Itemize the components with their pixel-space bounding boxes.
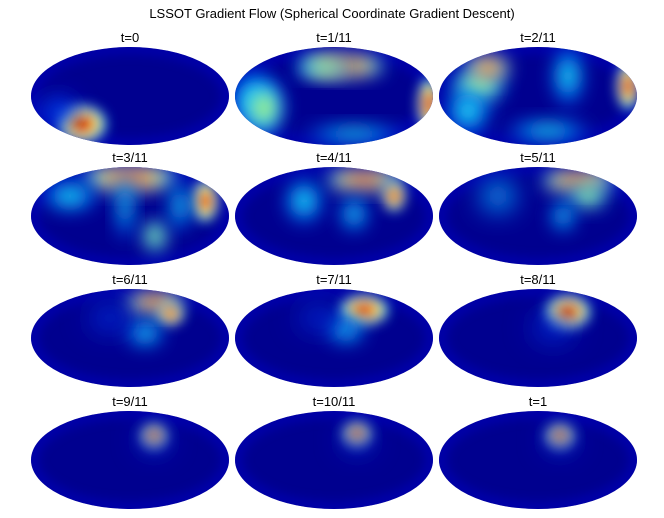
density-blob (498, 119, 598, 143)
density-blob (566, 182, 610, 210)
density-blob (289, 300, 349, 336)
mollweide-map (439, 289, 637, 387)
density-blob (466, 54, 510, 82)
panel: t=6/11 (30, 272, 230, 390)
density-blob (141, 218, 169, 254)
map-background (439, 167, 637, 265)
panel: t=9/11 (30, 394, 230, 512)
panel: t=5/11 (438, 150, 638, 268)
panel-label: t=8/11 (520, 272, 556, 287)
density-blob (476, 176, 520, 216)
mollweide-map (235, 411, 433, 509)
panel-label: t=6/11 (112, 272, 148, 287)
density-blob (550, 47, 586, 111)
mollweide-map (31, 47, 229, 145)
panel-label: t=0 (120, 30, 140, 45)
density-blob (31, 86, 88, 136)
panel: t=1 (438, 394, 638, 512)
map-background (439, 411, 637, 509)
density-blob (324, 168, 404, 192)
map-background (31, 411, 229, 509)
panel: t=4/11 (234, 150, 434, 268)
density-blob (38, 178, 102, 214)
mollweide-map (439, 47, 637, 145)
panel-label: t=7/11 (316, 272, 352, 287)
density-blob (80, 298, 140, 338)
panel: t=10/11 (234, 394, 434, 512)
density-blob (538, 422, 582, 458)
density-blob (191, 179, 219, 223)
panel: t=7/11 (234, 272, 434, 390)
density-blob (523, 308, 583, 348)
panel-label: t=5/11 (520, 150, 556, 165)
mollweide-map (235, 289, 433, 387)
panel: t=3/11 (30, 150, 230, 268)
panel: t=8/11 (438, 272, 638, 390)
panel-label: t=9/11 (112, 394, 148, 409)
density-blob (294, 124, 414, 144)
density-blob (382, 180, 406, 212)
panel: t=0 (30, 30, 230, 148)
panel-label: t=3/11 (112, 150, 148, 165)
mollweide-map (439, 167, 637, 265)
density-blob (338, 194, 370, 234)
panel-label: t=2/11 (520, 30, 556, 45)
mollweide-map (235, 167, 433, 265)
panel-label: t=10/11 (312, 394, 356, 409)
mollweide-map (31, 167, 229, 265)
panel-label: t=1 (528, 394, 548, 409)
mollweide-map (31, 289, 229, 387)
density-blob (335, 422, 379, 458)
density-blob (549, 198, 577, 234)
mollweide-map (439, 411, 637, 509)
panel-label: t=4/11 (316, 150, 352, 165)
figure-title: LSSOT Gradient Flow (Spherical Coordinat… (149, 6, 515, 21)
density-blob (442, 83, 494, 139)
mollweide-map (235, 47, 433, 145)
density-blob (294, 58, 354, 78)
density-blob (282, 175, 326, 227)
density-blob (156, 302, 184, 326)
density-blob (132, 422, 176, 458)
density-blob (242, 78, 286, 138)
panel: t=2/11 (438, 30, 638, 148)
density-blob (115, 167, 135, 246)
map-background (235, 411, 433, 509)
density-blob (168, 176, 192, 236)
panel: t=1/11 (234, 30, 434, 148)
mollweide-map (31, 411, 229, 509)
panel-label: t=1/11 (316, 30, 352, 45)
